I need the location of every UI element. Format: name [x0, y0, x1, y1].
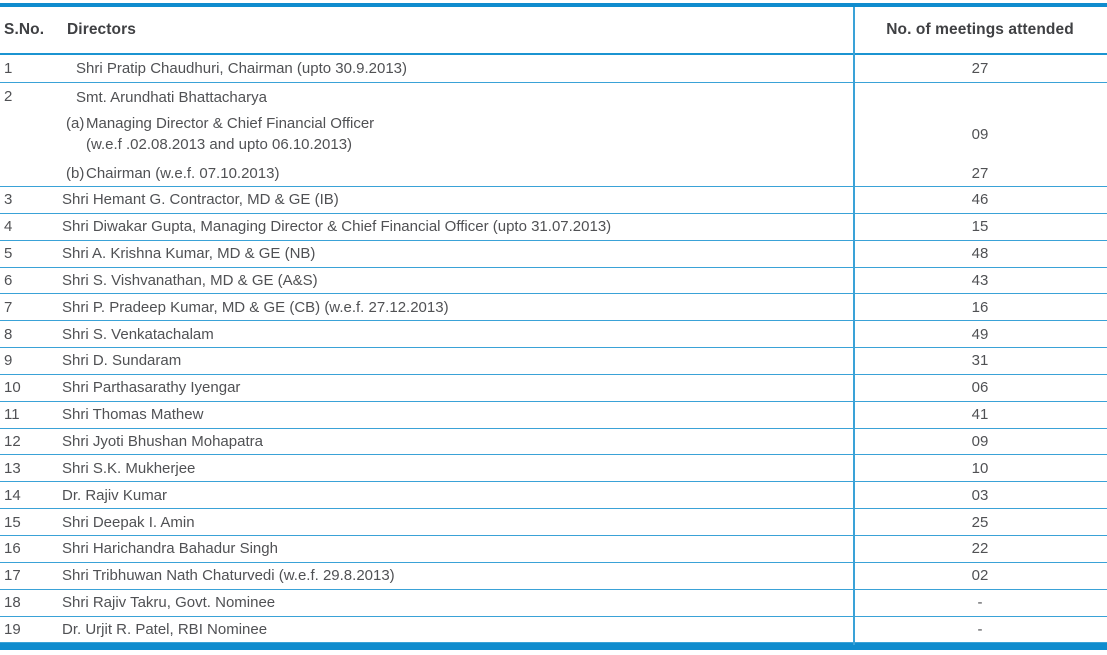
meetings-cell: 27: [971, 165, 989, 182]
director-cell: Shri S. Vishvanathan, MD & GE (A&S): [62, 271, 318, 289]
sno-cell: 18: [4, 594, 21, 612]
meetings-cell: 49: [971, 325, 989, 343]
meetings-cell: 41: [971, 406, 989, 424]
column-divider: [853, 7, 855, 645]
table-row: 9 Shri D. Sundaram 31: [0, 348, 1107, 375]
director-cell: Shri Parthasarathy Iyengar: [62, 379, 241, 397]
sno-cell: 14: [4, 486, 21, 504]
director-cell: Shri Thomas Mathew: [62, 406, 204, 424]
table-row: 8 Shri S. Venkatachalam 49: [0, 321, 1107, 349]
director-cell: Smt. Arundhati Bhattacharya (a) Managing D…: [62, 83, 1107, 184]
meetings-cell: 10: [971, 459, 989, 477]
table-row: 6 Shri S. Vishvanathan, MD & GE (A&S) 43: [0, 268, 1107, 295]
table-row: 4 Shri Diwakar Gupta, Managing Director &…: [0, 214, 1107, 241]
table-row: 10 Shri Parthasarathy Iyengar 06: [0, 375, 1107, 402]
sub-item: (a) Managing Director & Chief Financial O…: [62, 113, 1107, 155]
table-bottom-rule: [0, 643, 1107, 651]
sno-cell: 19: [4, 620, 21, 638]
meetings-cell: 31: [971, 352, 989, 370]
table-row: 12 Shri Jyoti Bhushan Mohapatra 09: [0, 429, 1107, 456]
table-row: 15 Shri Deepak I. Amin 25: [0, 509, 1107, 536]
meetings-cell: 43: [971, 271, 989, 289]
sub-item-label: (b): [66, 165, 85, 182]
sno-cell: 16: [4, 540, 21, 558]
sno-cell: 7: [4, 298, 13, 316]
meetings-cell: 46: [971, 191, 989, 209]
table-row: 13 Shri S.K. Mukherjee 10: [0, 455, 1107, 483]
director-cell: Shri Rajiv Takru, Govt. Nominee: [62, 594, 276, 612]
table-row: 16 Shri Harichandra Bahadur Singh 22: [0, 536, 1107, 563]
sub-item-text: (a) Managing Director & Chief Financial O…: [62, 113, 853, 155]
director-cell: Shri Deepak I. Amin: [62, 513, 195, 531]
meetings-cell: 25: [971, 513, 989, 531]
sno-cell: 12: [4, 433, 21, 451]
sub-item-line: Chairman (w.e.f. 07.10.2013): [86, 165, 280, 182]
meetings-cell: -: [977, 594, 983, 612]
sno-cell: 4: [4, 218, 13, 236]
table-row: 14 Dr. Rajiv Kumar 03: [0, 482, 1107, 510]
sno-cell: 10: [4, 379, 21, 397]
sub-item-lines: Managing Director & Chief Financial Offi…: [86, 113, 374, 155]
director-cell: Shri D. Sundaram: [62, 352, 182, 370]
sno-cell: 11: [4, 406, 20, 424]
header-meetings: No. of meetings attended: [886, 21, 1074, 38]
director-cell: Shri P. Pradeep Kumar, MD & GE (CB) (w.e…: [62, 298, 449, 316]
sub-item-label: (a): [66, 115, 85, 132]
director-cell: Dr. Urjit R. Patel, RBI Nominee: [62, 620, 268, 638]
meetings-cell: 27: [971, 60, 989, 77]
table-top-rule: [0, 3, 1107, 7]
sno-cell: 3: [4, 191, 13, 209]
attendance-table: S.No. Directors No. of meetings attended…: [0, 3, 1107, 651]
director-cell: Shri A. Krishna Kumar, MD & GE (NB): [62, 245, 316, 263]
director-cell: Shri S.K. Mukherjee: [62, 459, 196, 477]
table-row: 7 Shri P. Pradeep Kumar, MD & GE (CB) (w.…: [0, 294, 1107, 322]
table-row: 3 Shri Hemant G. Contractor, MD & GE (IB)…: [0, 187, 1107, 214]
director-cell: Shri Tribhuwan Nath Chaturvedi (w.e.f. 2…: [62, 567, 395, 585]
meetings-cell: 09: [971, 125, 989, 143]
table-header-row: S.No. Directors No. of meetings attended: [0, 7, 1107, 55]
table-row: 5 Shri A. Krishna Kumar, MD & GE (NB) 48: [0, 241, 1107, 268]
director-name: Smt. Arundhati Bhattacharya: [76, 89, 267, 106]
table-row: 18 Shri Rajiv Takru, Govt. Nominee -: [0, 590, 1107, 617]
meetings-cell: 09: [971, 433, 989, 451]
director-cell: Shri Hemant G. Contractor, MD & GE (IB): [62, 191, 339, 209]
meetings-cell: 02: [971, 567, 989, 585]
meetings-cell: 16: [971, 298, 989, 316]
director-cell: Shri Diwakar Gupta, Managing Director & …: [62, 218, 612, 236]
table-row: 17 Shri Tribhuwan Nath Chaturvedi (w.e.f.…: [0, 563, 1107, 590]
header-directors: Directors: [67, 21, 136, 38]
sno-cell: 15: [4, 513, 21, 531]
table-body: 1 Shri Pratip Chaudhuri, Chairman (upto 3…: [0, 55, 1107, 644]
sno-cell: 13: [4, 459, 21, 477]
meetings-cell: 22: [971, 540, 989, 558]
sno-cell: 2: [4, 88, 13, 105]
sno-cell: 1: [4, 60, 13, 77]
sno-cell: 17: [4, 567, 21, 585]
sno-cell: 9: [4, 352, 13, 370]
director-cell: Shri Pratip Chaudhuri, Chairman (upto 30…: [76, 60, 408, 77]
meetings-cell: 03: [971, 486, 989, 504]
sub-item-lines: Chairman (w.e.f. 07.10.2013): [86, 163, 279, 184]
sub-item: (b) Chairman (w.e.f. 07.10.2013) 27: [62, 163, 1107, 184]
sub-item-line: Managing Director & Chief Financial Offi…: [86, 115, 375, 132]
meetings-cell: 06: [971, 379, 989, 397]
meetings-cell: 15: [971, 218, 989, 236]
sno-cell: 6: [4, 271, 13, 289]
sno-cell: 5: [4, 245, 13, 263]
sub-item-text: (b) Chairman (w.e.f. 07.10.2013): [62, 163, 853, 184]
meetings-cell: -: [977, 620, 983, 638]
meetings-cell: 48: [971, 245, 989, 263]
sub-item-line: (w.e.f .02.08.2013 and upto 06.10.2013): [86, 136, 353, 153]
director-cell: Shri Jyoti Bhushan Mohapatra: [62, 433, 263, 451]
table-row: 11 Shri Thomas Mathew 41: [0, 402, 1107, 429]
director-cell: Shri Harichandra Bahadur Singh: [62, 540, 278, 558]
sno-cell: 8: [4, 325, 13, 343]
table-row: 2 Smt. Arundhati Bhattacharya (a) Managing …: [0, 83, 1107, 187]
header-sno: S.No.: [4, 21, 45, 38]
table-row: 1 Shri Pratip Chaudhuri, Chairman (upto 3…: [0, 55, 1107, 83]
director-cell: Dr. Rajiv Kumar: [62, 486, 168, 504]
director-cell: Shri S. Venkatachalam: [62, 325, 214, 343]
table-row: 19 Dr. Urjit R. Patel, RBI Nominee -: [0, 617, 1107, 644]
